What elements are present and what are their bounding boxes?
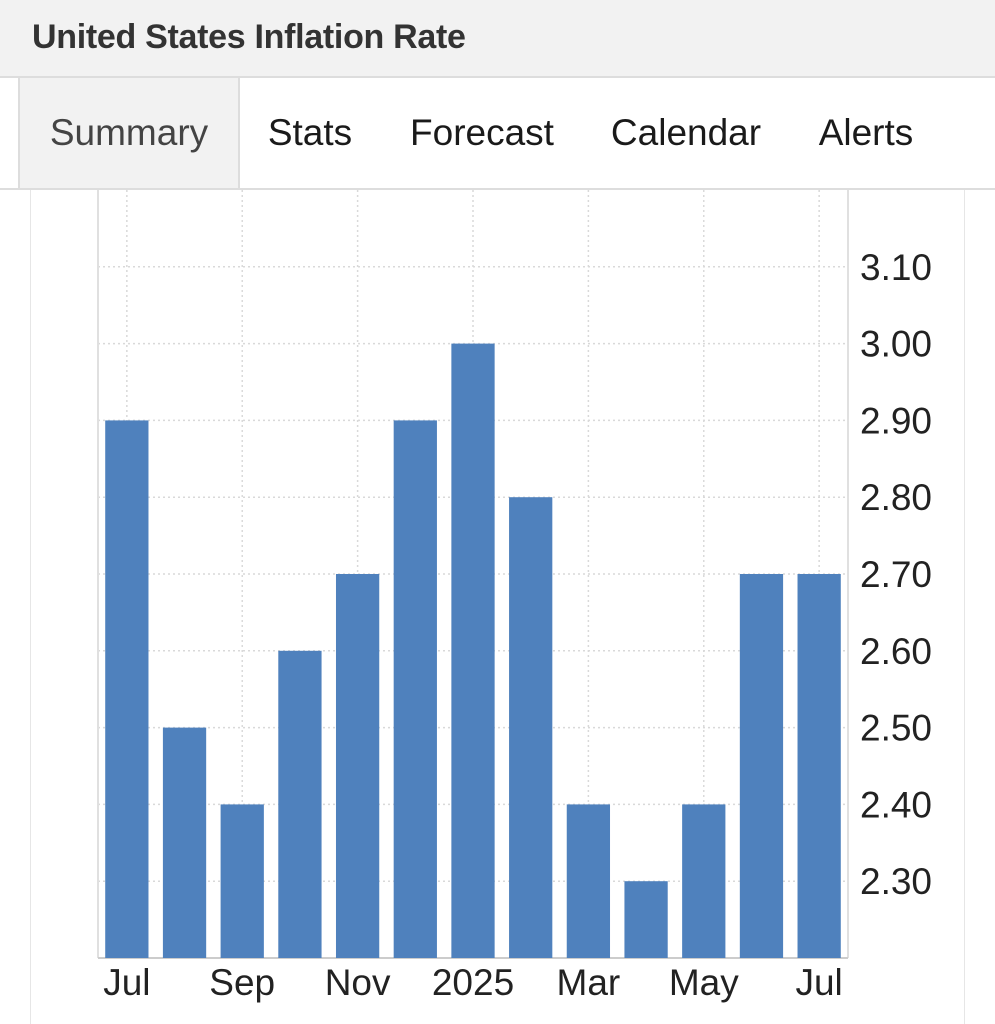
tab-summary[interactable]: Summary <box>18 78 240 188</box>
tab-forecast[interactable]: Forecast <box>410 112 554 153</box>
bar-nov-2024 <box>335 574 380 958</box>
bar-jun-2025 <box>739 574 784 958</box>
inflation-bar-chart: 2.30 2.40 2.50 2.60 2.70 2.80 2.90 3.00 3.10 Jul S… <box>97 190 932 1003</box>
x-tick-label: Sep <box>209 962 275 1003</box>
y-tick-label: 3.10 <box>860 247 932 288</box>
x-tick-label: May <box>669 962 739 1003</box>
tab-alerts[interactable]: Alerts <box>818 112 914 153</box>
chart-container: 2.30 2.40 2.50 2.60 2.70 2.80 2.90 3.00 3.10 Jul S… <box>30 190 965 1024</box>
bar-apr-2025 <box>624 881 668 958</box>
bar-may-2025 <box>682 804 726 958</box>
bar-oct-2024 <box>278 650 322 958</box>
tab-calendar[interactable]: Calendar <box>610 112 762 153</box>
y-tick-label: 2.90 <box>860 400 932 441</box>
page-title: United States Inflation Rate <box>32 18 466 56</box>
y-tick-label: 2.30 <box>860 861 932 902</box>
y-tick-label: 2.60 <box>860 631 932 672</box>
bar-jul-2024 <box>105 420 149 958</box>
y-tick-label: 2.50 <box>860 708 932 749</box>
tab-bar: Summary Stats Forecast Calendar Alerts <box>0 78 995 190</box>
x-tick-label: Mar <box>557 962 621 1003</box>
x-tick-label: 2025 <box>432 962 514 1003</box>
bar-feb-2025 <box>509 497 553 958</box>
bar-sep-2024 <box>220 804 264 958</box>
y-tick-label: 3.00 <box>860 324 932 365</box>
bar-aug-2024 <box>162 727 207 958</box>
x-tick-label: Jul <box>103 962 150 1003</box>
tab-stats[interactable]: Stats <box>267 112 353 153</box>
x-tick-label: Jul <box>795 962 842 1003</box>
bar-dec-2024 <box>393 420 437 958</box>
y-tick-label: 2.80 <box>860 477 932 518</box>
y-tick-label: 2.70 <box>860 554 932 595</box>
bar-jul-2025 <box>797 574 841 958</box>
y-tick-label: 2.40 <box>860 784 932 825</box>
x-tick-label: Nov <box>325 962 391 1003</box>
bar-mar-2025 <box>566 804 611 958</box>
bar-jan-2025 <box>451 343 495 959</box>
title-bar: United States Inflation Rate <box>0 0 995 78</box>
